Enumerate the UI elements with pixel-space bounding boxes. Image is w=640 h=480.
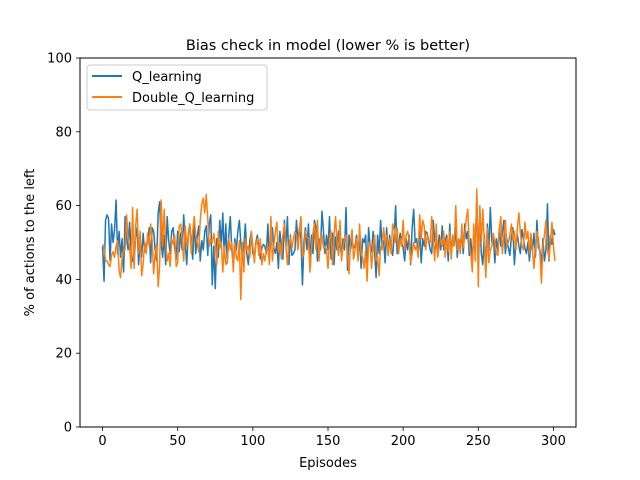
y-tick-label: 80 bbox=[55, 125, 72, 140]
chart-title: Bias check in model (lower % is better) bbox=[186, 38, 470, 54]
y-axis-label: % of actions to the left bbox=[23, 169, 38, 317]
series-line-double-q-learning bbox=[101, 188, 556, 301]
x-axis-ticks: 0 50 100 150 200 250 300 bbox=[98, 427, 566, 449]
legend-label-q-learning: Q_learning bbox=[132, 70, 202, 85]
x-tick-label: 50 bbox=[169, 434, 186, 449]
y-axis-ticks: 0 20 40 60 80 100 bbox=[47, 52, 80, 436]
x-tick-label: 250 bbox=[466, 434, 491, 449]
legend: Q_learning Double_Q_learning bbox=[86, 64, 268, 111]
x-tick-label: 0 bbox=[98, 434, 106, 449]
x-axis-label: Episodes bbox=[299, 456, 357, 471]
legend-box bbox=[86, 64, 268, 111]
y-tick-label: 60 bbox=[55, 199, 72, 214]
y-tick-label: 100 bbox=[47, 52, 72, 67]
plot-lines bbox=[101, 188, 556, 301]
y-tick-label: 0 bbox=[64, 421, 72, 436]
x-tick-label: 200 bbox=[391, 434, 416, 449]
y-tick-label: 40 bbox=[55, 273, 72, 288]
y-tick-label: 20 bbox=[55, 347, 72, 362]
legend-label-double-q-learning: Double_Q_learning bbox=[132, 91, 254, 106]
x-tick-label: 100 bbox=[240, 434, 265, 449]
x-tick-label: 150 bbox=[316, 434, 341, 449]
x-tick-label: 300 bbox=[541, 434, 566, 449]
